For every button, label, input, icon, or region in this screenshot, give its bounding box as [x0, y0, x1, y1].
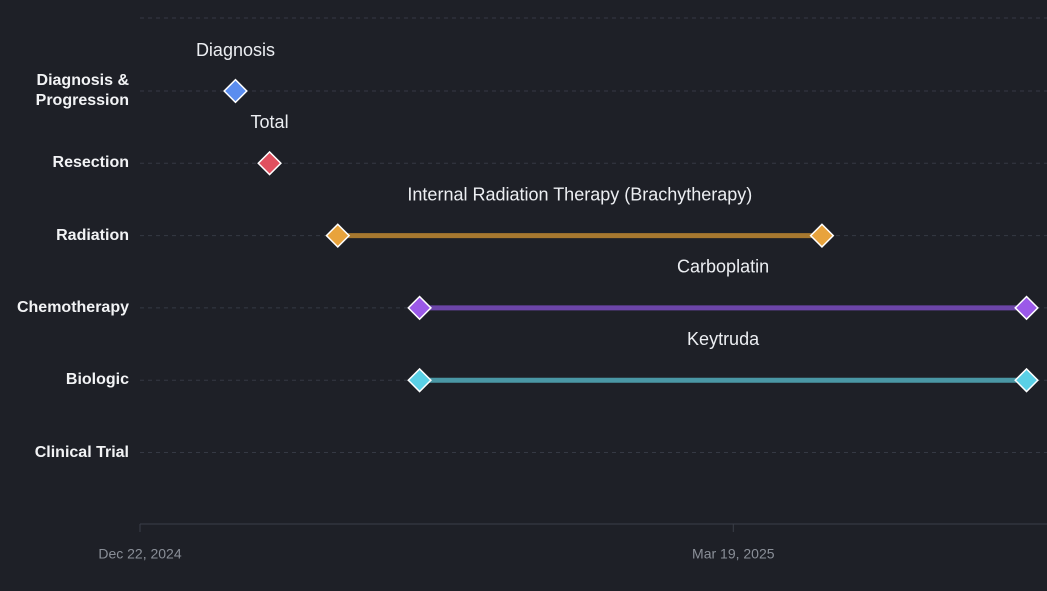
event-marker: [809, 223, 835, 248]
event-marker: [1014, 295, 1039, 321]
row-label: Diagnosis & Progression: [35, 72, 129, 109]
row-label: Biologic: [65, 371, 129, 389]
x-tick-label: Dec 22, 2024: [98, 546, 181, 562]
event-label: Carboplatin: [677, 257, 769, 277]
row-label: Clinical Trial: [34, 443, 129, 461]
event-marker: [223, 78, 248, 104]
event-label: Keytruda: [687, 329, 760, 349]
x-tick-label: Mar 19, 2025: [692, 546, 775, 562]
event-marker: [325, 223, 351, 248]
row-label: Resection: [52, 154, 129, 172]
event-label: Internal Radiation Therapy (Brachytherap…: [407, 184, 752, 204]
event-label: Total: [251, 112, 289, 132]
event-marker: [257, 150, 282, 176]
event-label: Diagnosis: [196, 40, 275, 60]
row-label: Radiation: [56, 226, 129, 244]
event-marker: [1014, 367, 1039, 393]
event-marker: [407, 295, 432, 321]
event-marker: [407, 367, 432, 393]
row-label: Chemotherapy: [16, 298, 129, 316]
